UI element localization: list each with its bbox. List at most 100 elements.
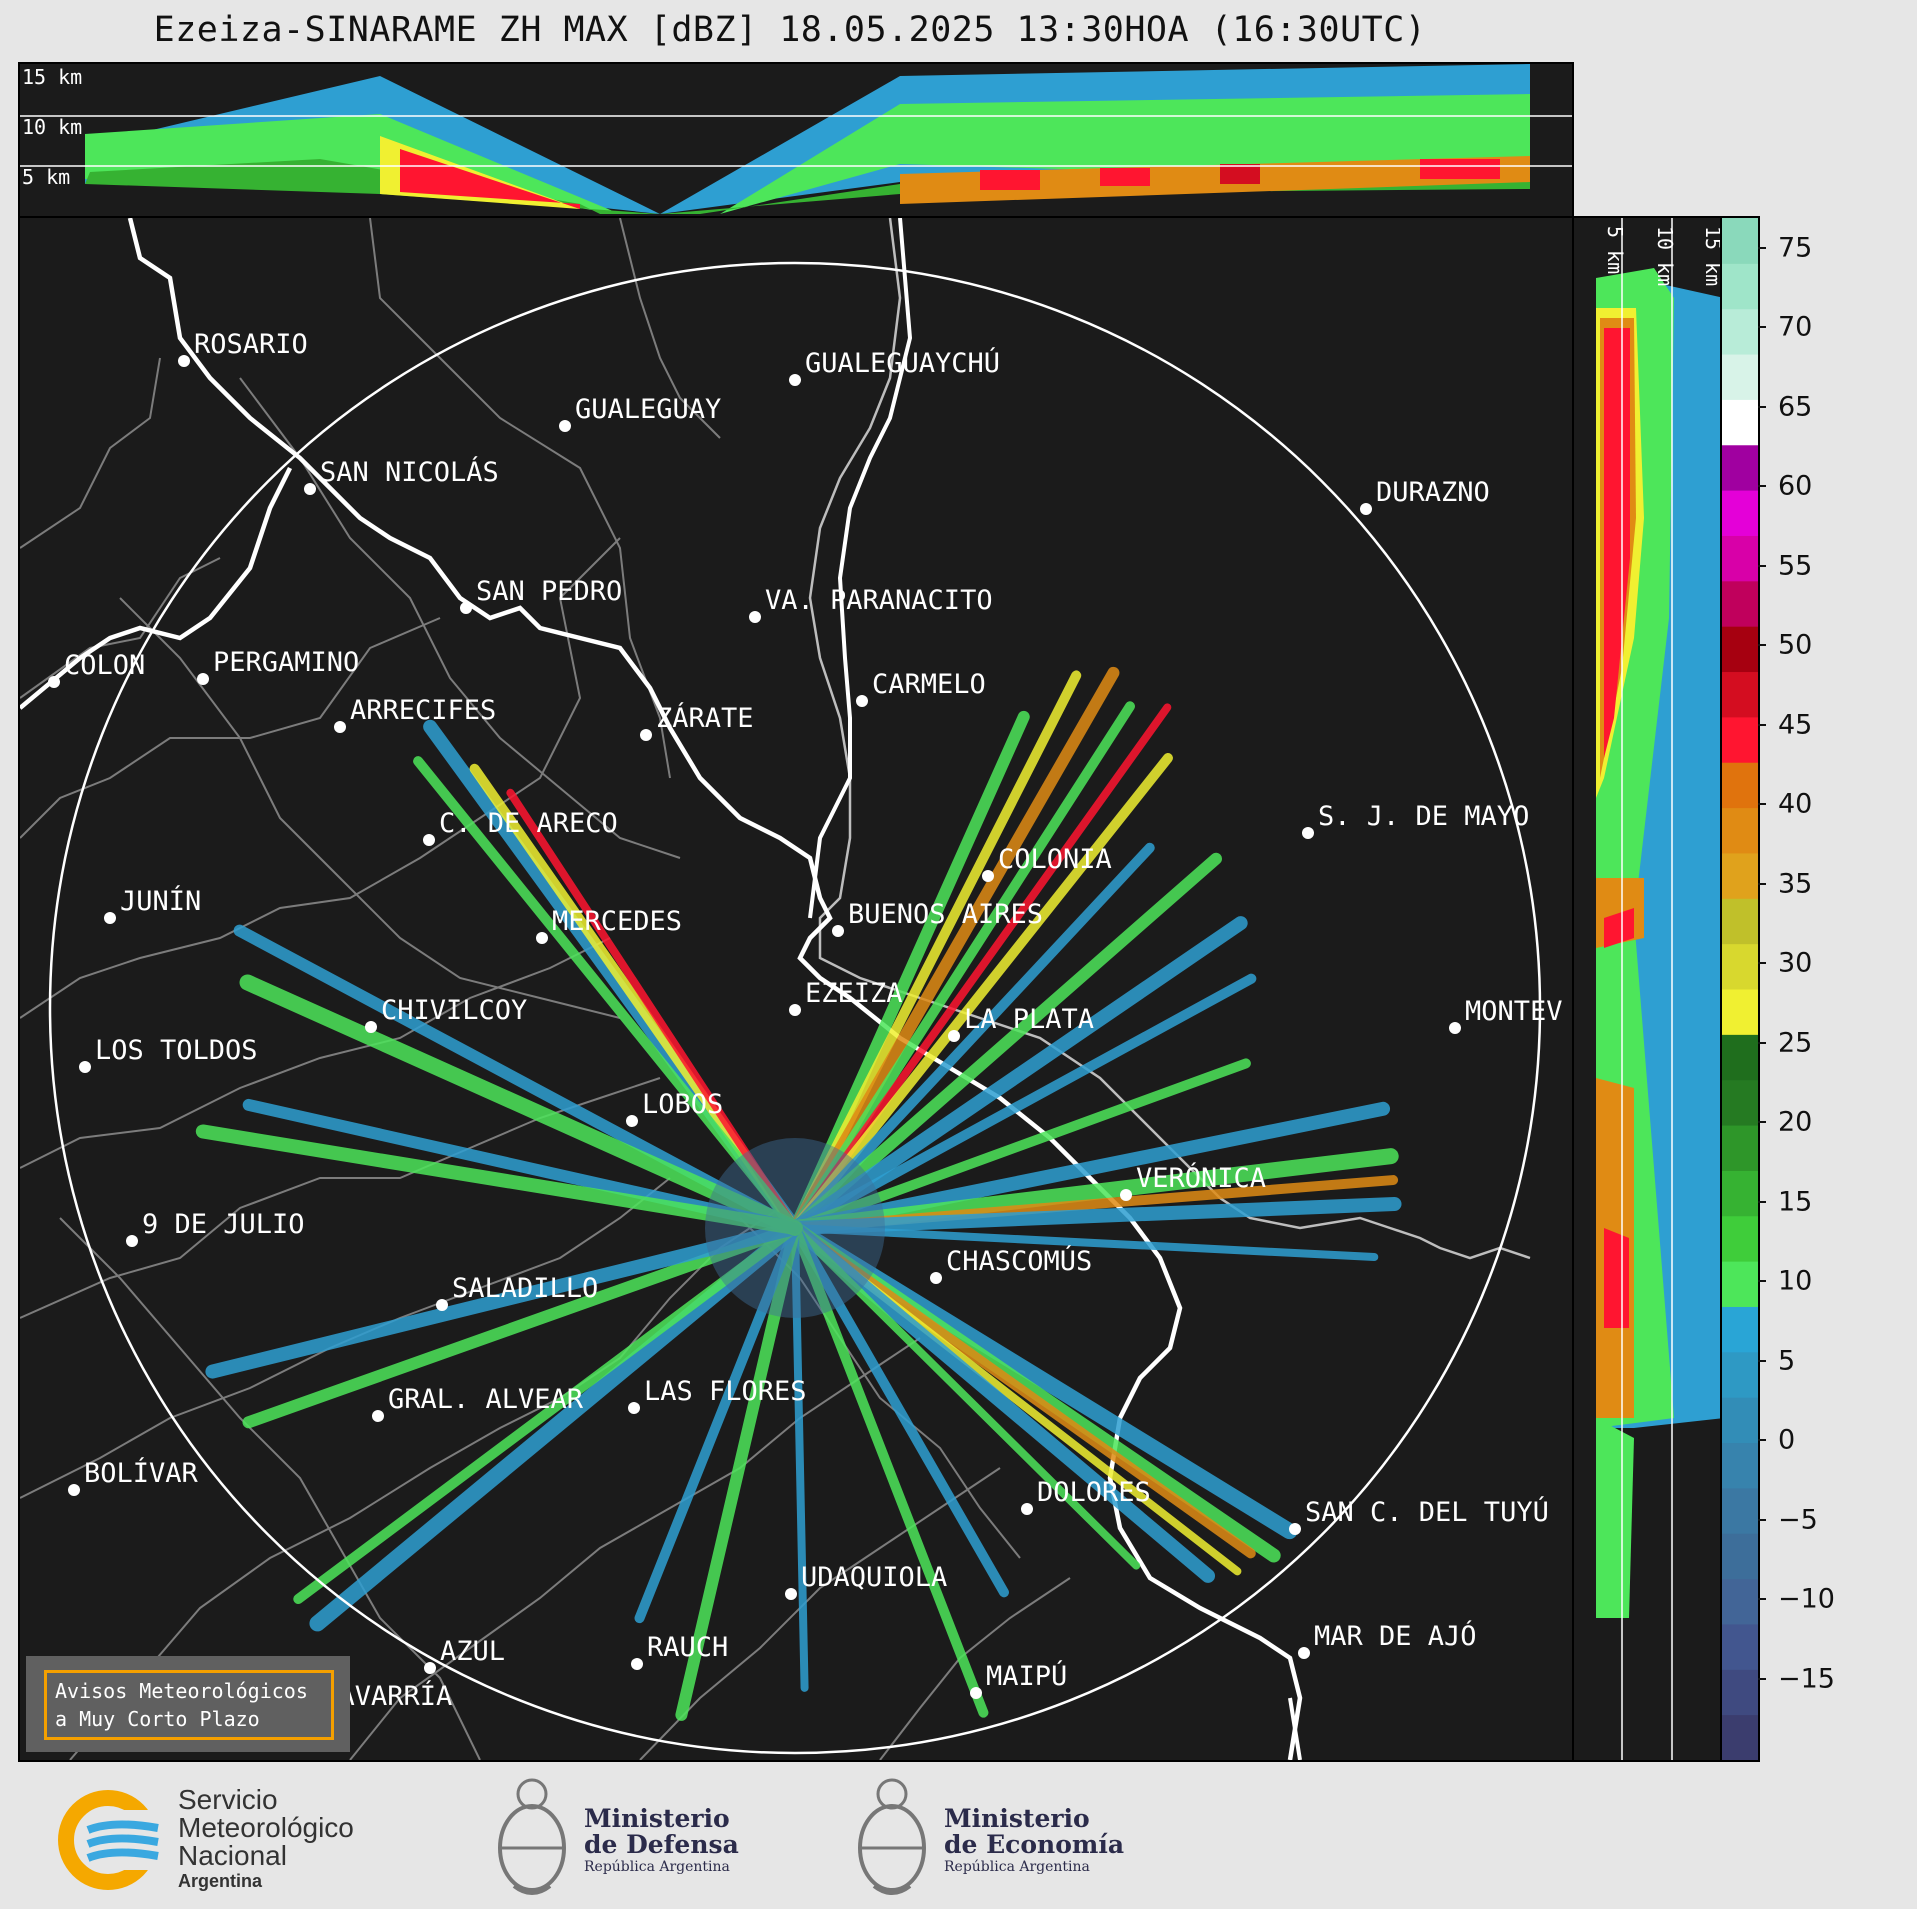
- city-marker: [749, 611, 761, 623]
- top-height-label-10: 10 km: [22, 115, 82, 139]
- city-marker: [1120, 1189, 1132, 1201]
- colorbar-bin: [1722, 1397, 1758, 1444]
- city-marker: [789, 1004, 801, 1016]
- city-marker: [948, 1030, 960, 1042]
- colorbar-bin: [1722, 399, 1758, 446]
- city-label: S. J. DE MAYO: [1318, 801, 1529, 832]
- colorbar-bin: [1722, 1714, 1758, 1760]
- city-label: ARRECIFES: [350, 695, 496, 726]
- colorbar-tick-label: 45: [1778, 709, 1813, 741]
- colorbar-bin: [1722, 716, 1758, 763]
- colorbar-bin: [1722, 218, 1758, 264]
- radar-echo-ray: [506, 788, 799, 1232]
- footer-logos: Servicio Meteorológico Nacional Argentin…: [0, 1762, 1917, 1909]
- city-label: MAIPÚ: [986, 1660, 1067, 1692]
- city-label: COLONIA: [998, 844, 1112, 875]
- economia-line2: de Economía: [944, 1830, 1125, 1859]
- top-cross-section-panel: 15 km 10 km 5 km: [18, 62, 1574, 218]
- smn-line4: Argentina: [178, 1871, 263, 1891]
- radar-echo-ray: [791, 1224, 809, 1692]
- colorbar-tick-mark: [1758, 882, 1766, 885]
- colorbar-tick-mark: [1758, 1359, 1766, 1362]
- colorbar-tick-label: 50: [1778, 629, 1813, 661]
- city-marker: [334, 721, 346, 733]
- city-marker: [126, 1235, 138, 1247]
- smn-logo: [58, 1790, 168, 1890]
- city-marker: [628, 1402, 640, 1414]
- city-marker: [48, 676, 60, 688]
- radar-echo-ray: [239, 974, 803, 1236]
- city-label: DOLORES: [1037, 1477, 1151, 1508]
- city-label: MONTEV: [1465, 996, 1563, 1027]
- colorbar-tick-label: −10: [1778, 1583, 1835, 1615]
- radar-echo-ray: [195, 1124, 802, 1235]
- defensa-emblem-icon: [494, 1774, 570, 1902]
- city-label: VERÓNICA: [1136, 1162, 1266, 1194]
- colorbar-bin: [1722, 1578, 1758, 1625]
- colorbar-tick-mark: [1758, 723, 1766, 726]
- city-marker: [460, 602, 472, 614]
- city-marker: [1289, 1523, 1301, 1535]
- colorbar-bin: [1722, 989, 1758, 1035]
- city-marker: [536, 932, 548, 944]
- city-label: MERCEDES: [552, 906, 682, 937]
- colorbar-bin: [1722, 852, 1758, 899]
- colorbar-tick-label: 40: [1778, 788, 1813, 820]
- colorbar-bin: [1722, 1487, 1758, 1534]
- radar-echo-ray: [791, 1224, 1379, 1261]
- city-label: SAN C. DEL TUYÚ: [1305, 1496, 1549, 1528]
- city-marker: [79, 1061, 91, 1073]
- colorbar-bin: [1722, 1306, 1758, 1353]
- colorbar-bin: [1722, 1669, 1758, 1716]
- radar-echo-ray: [791, 1224, 1141, 1570]
- radar-map-svg: ROSARIO GUALEGUAYCHÚ GUALEGUAY SAN NICOLÁS D…: [20, 218, 1563, 1760]
- colorbar-tick-label: 20: [1778, 1106, 1813, 1138]
- smn-line2: Meteorológico: [178, 1812, 354, 1843]
- colorbar-bin: [1722, 1623, 1758, 1670]
- warning-box-line2: a Muy Corto Plazo: [55, 1707, 260, 1731]
- radar-echo-ray: [788, 916, 1248, 1235]
- colorbar-tick-label: 55: [1778, 550, 1813, 582]
- city-marker: [631, 1658, 643, 1670]
- colorbar-bin: [1722, 762, 1758, 809]
- city-label: LAS FLORES: [644, 1376, 807, 1407]
- radar-echo-ray: [790, 973, 1257, 1233]
- radar-range-ring: [48, 261, 1542, 1755]
- city-marker: [365, 1021, 377, 1033]
- colorbar-tick-label: 0: [1778, 1424, 1796, 1456]
- city-marker: [304, 483, 316, 495]
- colorbar-bin: [1722, 1533, 1758, 1580]
- radar-echo-ray: [242, 1222, 801, 1429]
- city-marker: [1298, 1647, 1310, 1659]
- city-marker: [1360, 503, 1372, 515]
- city-marker: [856, 695, 868, 707]
- dbz-colorbar: [1720, 216, 1760, 1762]
- colorbar-bin: [1722, 626, 1758, 673]
- city-label: GUALEGUAYCHÚ: [805, 347, 1000, 379]
- city-marker: [178, 355, 190, 367]
- warning-box[interactable]: Avisos Meteorológicos a Muy Corto Plazo: [26, 1656, 350, 1752]
- city-marker: [970, 1687, 982, 1699]
- top-height-label-5: 5 km: [22, 165, 70, 189]
- city-marker: [423, 834, 435, 846]
- city-marker: [104, 912, 116, 924]
- city-marker: [640, 729, 652, 741]
- colorbar-bin: [1722, 1170, 1758, 1217]
- radar-echo-ray: [791, 703, 1172, 1232]
- colorbar-bin: [1722, 490, 1758, 536]
- city-label: 9 DE JULIO: [142, 1209, 305, 1240]
- side-cross-section-panel: 5 km 10 km 15 km: [1572, 216, 1724, 1762]
- radar-echo-ray: [675, 1222, 801, 1721]
- colorbar-bin: [1722, 671, 1758, 718]
- defensa-line3: República Argentina: [584, 1859, 730, 1875]
- economia-emblem-icon: [854, 1774, 930, 1902]
- top-cross-section-svg: 15 km 10 km 5 km: [20, 64, 1572, 214]
- city-label: SAN NICOLÁS: [320, 456, 499, 488]
- radar-echo-ray: [788, 1197, 1402, 1235]
- colorbar-tick-label: 25: [1778, 1027, 1813, 1059]
- city-marker: [197, 673, 209, 685]
- colorbar-tick-mark: [1758, 803, 1766, 806]
- colorbar-tick-mark: [1758, 1200, 1766, 1203]
- colorbar-bin: [1722, 1351, 1758, 1398]
- city-marker: [626, 1115, 638, 1127]
